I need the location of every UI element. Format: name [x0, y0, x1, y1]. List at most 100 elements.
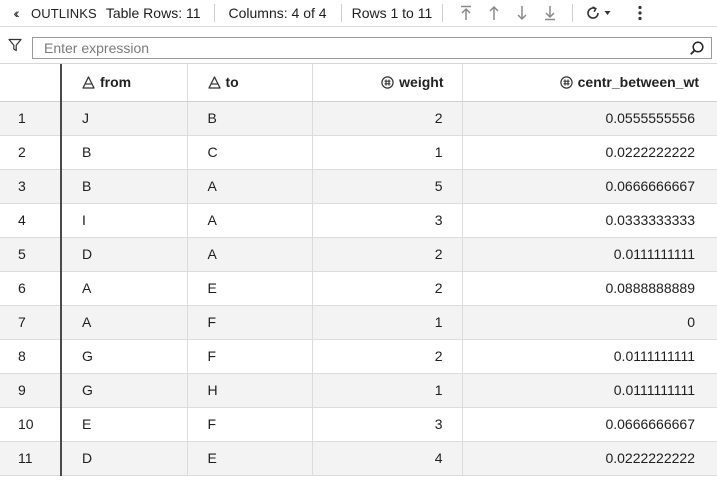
cell-centr-between-wt[interactable]: 0.0111111111	[462, 373, 717, 408]
cell-to[interactable]: C	[187, 135, 313, 170]
table-row[interactable]: 4 I A 3 0.0333333333	[0, 203, 717, 238]
table-row[interactable]: 3 B A 5 0.0666666667	[0, 169, 717, 204]
cell-weight[interactable]: 2	[312, 101, 463, 136]
table-row[interactable]: 2 B C 1 0.0222222222	[0, 135, 717, 170]
toolbar-divider	[572, 4, 574, 22]
cell-to[interactable]: E	[187, 271, 313, 306]
column-header-centr-between-wt[interactable]: centr_between_wt	[462, 64, 717, 102]
row-number: 5	[0, 237, 62, 272]
row-number: 11	[0, 441, 62, 476]
cell-to[interactable]: A	[187, 169, 313, 204]
data-grid: from to weight	[0, 64, 717, 476]
cell-centr-between-wt[interactable]: 0	[462, 305, 717, 340]
cell-from[interactable]: G	[61, 373, 188, 408]
cell-centr-between-wt[interactable]: 0.0222222222	[462, 135, 717, 170]
cell-weight[interactable]: 3	[312, 407, 463, 442]
funnel-icon[interactable]	[8, 38, 22, 57]
row-number: 9	[0, 373, 62, 408]
rows-range: Rows 1 to 11	[351, 5, 433, 21]
filter-bar	[0, 27, 717, 64]
character-type-icon	[207, 76, 221, 89]
table-rows-count: Table Rows: 11	[105, 5, 201, 21]
cell-from[interactable]: A	[61, 271, 188, 306]
cell-to[interactable]: F	[187, 339, 313, 374]
data-table: from to weight	[0, 64, 717, 476]
table-row[interactable]: 7 A F 1 0	[0, 305, 717, 340]
column-header-label: from	[100, 74, 132, 91]
row-number: 2	[0, 135, 62, 170]
double-chevron-left-icon[interactable]: ‹‹	[13, 5, 19, 21]
expression-input[interactable]	[33, 38, 684, 58]
cell-weight[interactable]: 2	[312, 237, 463, 272]
column-header-weight[interactable]: weight	[312, 64, 463, 102]
cell-weight[interactable]: 1	[312, 373, 463, 408]
table-row[interactable]: 9 G H 1 0.0111111111	[0, 373, 717, 408]
cell-centr-between-wt[interactable]: 0.0888888889	[462, 271, 717, 306]
cell-from[interactable]: J	[61, 101, 188, 136]
cell-to[interactable]: F	[187, 407, 313, 442]
column-header-to[interactable]: to	[187, 64, 313, 102]
cell-weight[interactable]: 2	[312, 339, 463, 374]
table-row[interactable]: 1 J B 2 0.0555555556	[0, 101, 717, 136]
cell-to[interactable]: A	[187, 237, 313, 272]
cell-centr-between-wt[interactable]: 0.0666666667	[462, 407, 717, 442]
cell-to[interactable]: A	[187, 203, 313, 238]
cell-from[interactable]: B	[61, 169, 188, 204]
chevron-down-icon	[604, 11, 611, 15]
cell-weight[interactable]: 3	[312, 203, 463, 238]
cell-weight[interactable]: 1	[312, 135, 463, 170]
character-type-icon	[82, 76, 95, 89]
cell-weight[interactable]: 2	[312, 271, 463, 306]
toolbar: ‹‹ OUTLINKS Table Rows: 11 Columns: 4 of…	[0, 0, 717, 27]
column-header-from[interactable]: from	[61, 64, 188, 102]
cell-centr-between-wt[interactable]: 0.0555555556	[462, 101, 717, 136]
cell-centr-between-wt[interactable]: 0.0222222222	[462, 441, 717, 476]
search-icon[interactable]	[689, 40, 705, 61]
cell-from[interactable]: E	[61, 407, 188, 442]
cell-to[interactable]: B	[187, 101, 313, 136]
toolbar-divider	[340, 4, 342, 22]
cell-weight[interactable]: 5	[312, 169, 463, 204]
cell-from[interactable]: B	[61, 135, 188, 170]
table-row[interactable]: 10 E F 3 0.0666666667	[0, 407, 717, 442]
cell-to[interactable]: E	[187, 441, 313, 476]
cell-centr-between-wt[interactable]: 0.0333333333	[462, 203, 717, 238]
cell-weight[interactable]: 4	[312, 441, 463, 476]
table-row[interactable]: 11 D E 4 0.0222222222	[0, 441, 717, 476]
first-page-icon[interactable]	[452, 1, 480, 25]
cell-from[interactable]: A	[61, 305, 188, 340]
cell-weight[interactable]: 1	[312, 305, 463, 340]
next-page-icon[interactable]	[508, 1, 536, 25]
cell-from[interactable]: D	[61, 441, 188, 476]
row-number-header	[0, 64, 62, 102]
cell-centr-between-wt[interactable]: 0.0666666667	[462, 169, 717, 204]
columns-count: Columns: 4 of 4	[228, 5, 327, 21]
cell-to[interactable]: H	[187, 373, 313, 408]
cell-from[interactable]: G	[61, 339, 188, 374]
table-name: OUTLINKS	[31, 5, 97, 21]
refresh-icon[interactable]	[585, 5, 612, 21]
cell-centr-between-wt[interactable]: 0.0111111111	[462, 339, 717, 374]
expression-box	[32, 37, 712, 59]
cell-to[interactable]: F	[187, 305, 313, 340]
cell-from[interactable]: I	[61, 203, 188, 238]
more-vertical-icon[interactable]	[630, 5, 650, 21]
row-number: 8	[0, 339, 62, 374]
row-number: 4	[0, 203, 62, 238]
row-number: 6	[0, 271, 62, 306]
cell-centr-between-wt[interactable]: 0.0111111111	[462, 237, 717, 272]
header-row: from to weight	[0, 64, 717, 102]
last-page-icon[interactable]	[536, 1, 564, 25]
column-header-label: to	[225, 74, 239, 91]
table-row[interactable]: 8 G F 2 0.0111111111	[0, 339, 717, 374]
table-row[interactable]: 6 A E 2 0.0888888889	[0, 271, 717, 306]
column-header-label: weight	[399, 74, 444, 91]
table-row[interactable]: 5 D A 2 0.0111111111	[0, 237, 717, 272]
toolbar-divider	[213, 4, 215, 22]
row-number: 7	[0, 305, 62, 340]
column-header-label: centr_between_wt	[577, 74, 699, 91]
previous-page-icon[interactable]	[480, 1, 508, 25]
numeric-type-icon	[559, 76, 573, 89]
numeric-type-icon	[381, 76, 394, 89]
cell-from[interactable]: D	[61, 237, 188, 272]
